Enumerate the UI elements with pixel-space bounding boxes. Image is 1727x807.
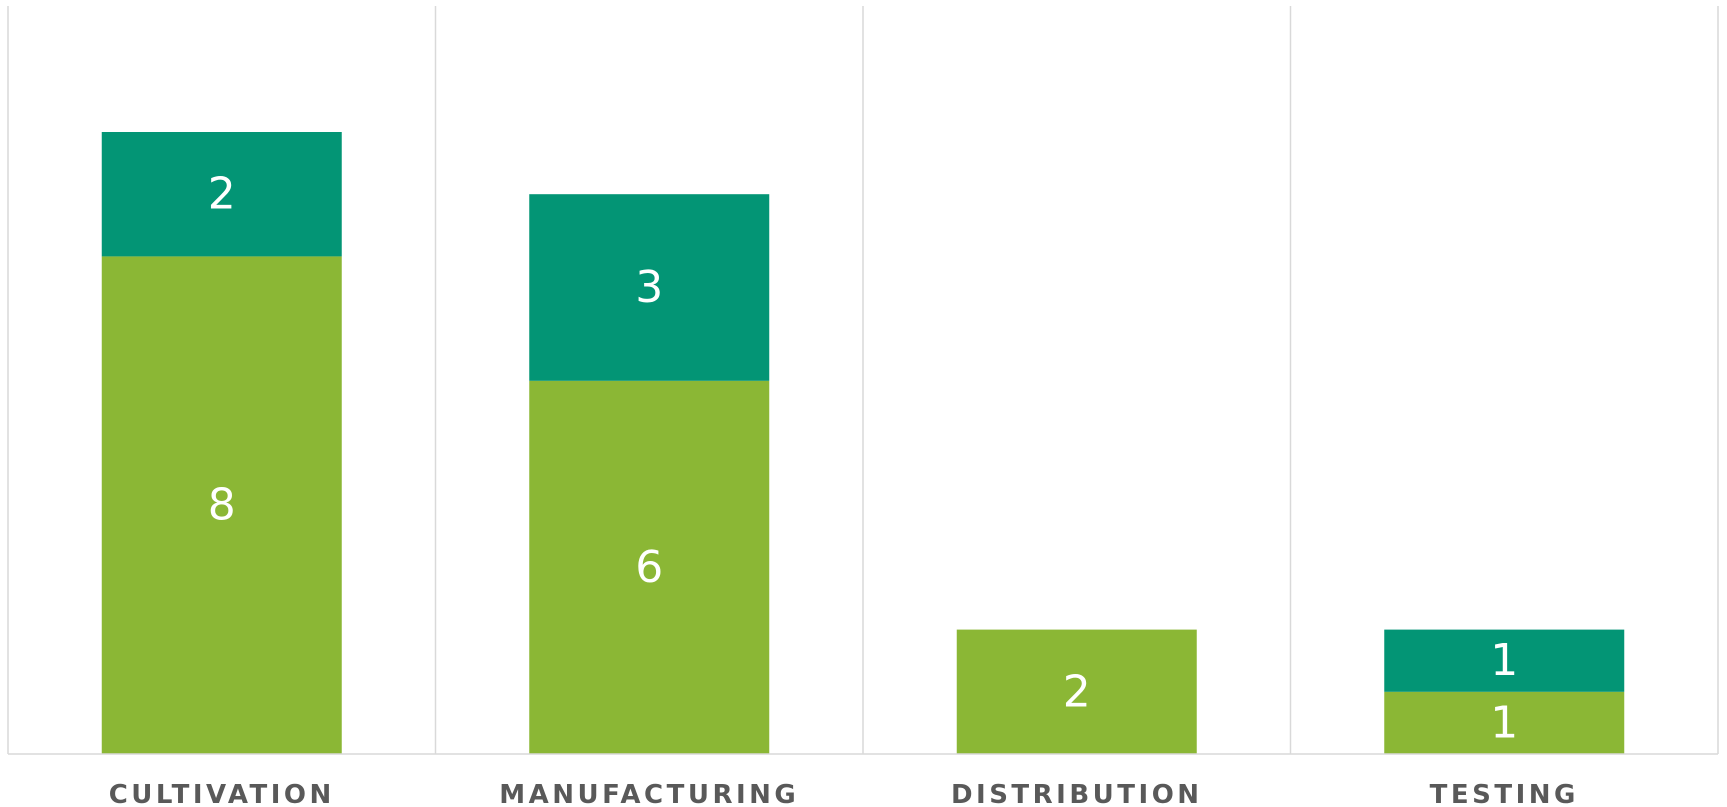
data-label: 1 xyxy=(1490,635,1518,686)
category-separators xyxy=(7,6,1719,754)
category-label: MANUFACTURING xyxy=(499,780,799,807)
data-label: 6 xyxy=(635,542,663,593)
data-labels: 8 2 6 3 2 1 1 xyxy=(208,169,1519,749)
data-label: 2 xyxy=(208,169,236,220)
bar-segment-manufacturing-1 xyxy=(529,380,770,754)
bar-segment-manufacturing-2 xyxy=(529,194,770,381)
category-labels: CULTIVATION MANUFACTURING DISTRIBUTION TEST… xyxy=(109,780,1579,807)
category-label: TESTING xyxy=(1430,780,1579,807)
category-label: CULTIVATION xyxy=(109,780,335,807)
data-label: 8 xyxy=(208,480,236,531)
bar-segment-testing-1 xyxy=(1384,691,1625,754)
bar-segment-cultivation-2 xyxy=(101,132,342,257)
bar-segment-cultivation-1 xyxy=(101,256,342,754)
data-label: 3 xyxy=(635,262,663,313)
data-label: 2 xyxy=(1063,666,1091,717)
bar-segment-testing-2 xyxy=(1384,629,1625,692)
bar-segment-distribution-1 xyxy=(956,629,1197,754)
category-label: DISTRIBUTION xyxy=(951,780,1203,807)
data-label: 1 xyxy=(1490,697,1518,748)
bar-segments xyxy=(101,132,1625,754)
